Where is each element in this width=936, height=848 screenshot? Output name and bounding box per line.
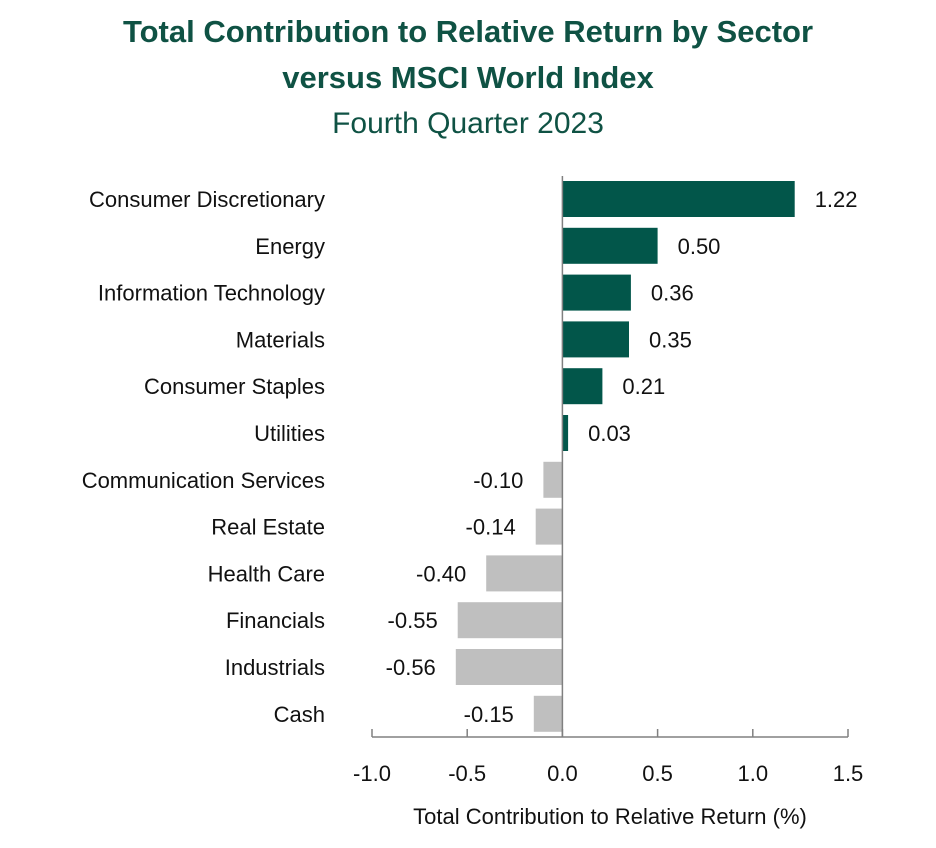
bars-group bbox=[455, 181, 795, 732]
chart-title-line2: versus MSCI World Index bbox=[282, 60, 654, 95]
category-label-communication-services: Communication Services bbox=[82, 468, 325, 493]
bar-consumer-staples bbox=[562, 368, 603, 405]
x-axis-label: Total Contribution to Relative Return (%… bbox=[413, 804, 807, 829]
x-tick-label: 1.0 bbox=[738, 761, 769, 786]
value-label-industrials: -0.56 bbox=[386, 655, 436, 680]
value-label-consumer-discretionary: 1.22 bbox=[815, 187, 858, 212]
category-label-health-care: Health Care bbox=[208, 561, 325, 586]
category-label-financials: Financials bbox=[226, 608, 325, 633]
value-label-cash: -0.15 bbox=[464, 702, 514, 727]
x-axis: -1.0 -0.5 0.0 0.5 1.0 1.5 bbox=[353, 176, 863, 786]
bar-utilities bbox=[562, 415, 569, 451]
bar-materials bbox=[562, 321, 629, 358]
bar-cash bbox=[533, 695, 563, 732]
category-label-industrials: Industrials bbox=[225, 655, 325, 680]
category-label-consumer-discretionary: Consumer Discretionary bbox=[89, 187, 325, 212]
bar-industrials bbox=[455, 649, 563, 685]
value-labels: 1.22 0.50 0.36 0.35 0.21 0.03 -0.10 -0.14-0.40 -… bbox=[386, 187, 858, 727]
bar-communication-services bbox=[543, 461, 563, 498]
category-label-utilities: Utilities bbox=[254, 421, 325, 446]
value-label-utilities: 0.03 bbox=[588, 421, 631, 446]
chart-subtitle: Fourth Quarter 2023 bbox=[332, 107, 604, 140]
value-label-communication-services: -0.10 bbox=[473, 468, 523, 493]
value-label-consumer-staples: 0.21 bbox=[622, 374, 665, 399]
category-label-information-technology: Information Technology bbox=[98, 281, 325, 306]
category-label-cash: Cash bbox=[274, 702, 325, 727]
bar-financials bbox=[457, 602, 563, 639]
value-label-energy: 0.50 bbox=[678, 234, 721, 259]
x-tick-label: 1.5 bbox=[833, 761, 864, 786]
value-label-real-estate: -0.14 bbox=[466, 515, 516, 540]
value-label-health-care: -0.40 bbox=[416, 561, 466, 586]
chart-title-line1: Total Contribution to Relative Return by… bbox=[122, 14, 814, 49]
x-tick-label: 0.5 bbox=[642, 761, 673, 786]
category-label-consumer-staples: Consumer Staples bbox=[144, 374, 325, 399]
x-tick-label: -0.5 bbox=[448, 761, 486, 786]
bar-information-technology bbox=[562, 274, 631, 311]
category-label-real-estate: Real Estate bbox=[211, 515, 325, 540]
x-tick-label: -1.0 bbox=[353, 761, 391, 786]
value-label-information-technology: 0.36 bbox=[651, 281, 694, 306]
x-tick-label: 0.0 bbox=[547, 761, 578, 786]
value-label-materials: 0.35 bbox=[649, 327, 692, 352]
bar-health-care bbox=[486, 555, 563, 592]
bar-real-estate bbox=[535, 508, 563, 545]
category-label-materials: Materials bbox=[236, 327, 325, 352]
value-label-financials: -0.55 bbox=[388, 608, 438, 633]
bar-energy bbox=[562, 227, 658, 264]
category-label-energy: Energy bbox=[255, 234, 325, 259]
category-labels: Consumer Discretionary Energy Information … bbox=[82, 187, 325, 727]
bar-consumer-discretionary bbox=[562, 181, 795, 217]
